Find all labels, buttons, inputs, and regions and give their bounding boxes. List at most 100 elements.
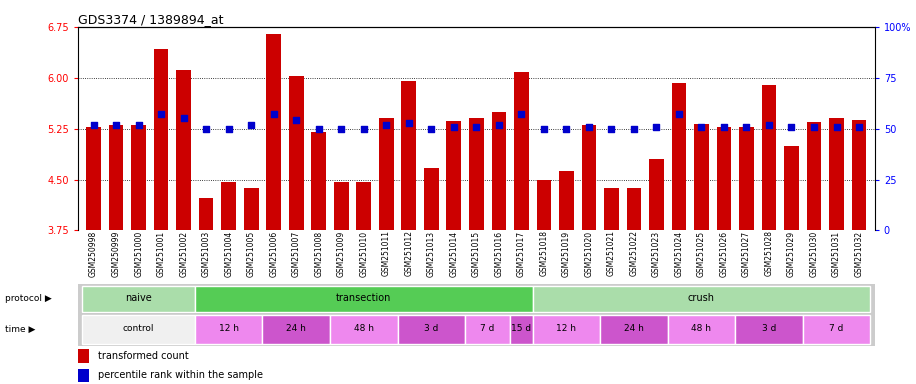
Point xyxy=(401,119,416,126)
Point xyxy=(627,126,641,132)
Bar xyxy=(109,125,124,230)
Bar xyxy=(154,49,169,230)
Bar xyxy=(195,286,532,311)
Bar xyxy=(532,286,870,311)
Point xyxy=(311,126,326,132)
Point xyxy=(446,124,461,130)
Bar xyxy=(244,188,258,230)
Point xyxy=(852,124,867,130)
Point xyxy=(109,121,124,127)
Bar xyxy=(559,171,573,230)
Point xyxy=(356,126,371,132)
Bar xyxy=(78,369,89,382)
Text: control: control xyxy=(123,324,155,333)
Bar xyxy=(398,314,465,344)
Point xyxy=(649,124,664,130)
Bar xyxy=(78,313,875,346)
Bar xyxy=(131,125,146,230)
Text: 3 d: 3 d xyxy=(424,324,439,333)
Text: crush: crush xyxy=(688,293,715,303)
Point xyxy=(559,126,573,132)
Bar xyxy=(424,168,439,230)
Bar xyxy=(649,159,664,230)
Point xyxy=(671,111,686,118)
Bar xyxy=(492,112,507,230)
Bar xyxy=(177,70,191,230)
Bar xyxy=(532,314,600,344)
Text: time ▶: time ▶ xyxy=(5,325,35,334)
Bar xyxy=(784,146,799,230)
Text: 3 d: 3 d xyxy=(762,324,776,333)
Text: 7 d: 7 d xyxy=(480,324,495,333)
Bar xyxy=(514,72,529,230)
Bar xyxy=(627,188,641,230)
Point xyxy=(86,121,101,127)
Bar xyxy=(802,314,870,344)
Point xyxy=(604,126,618,132)
Text: percentile rank within the sample: percentile rank within the sample xyxy=(98,370,263,381)
Point xyxy=(739,124,754,130)
Point xyxy=(784,124,799,130)
Point xyxy=(199,126,213,132)
Point xyxy=(131,121,146,127)
Bar xyxy=(716,127,731,230)
Bar xyxy=(600,314,668,344)
Bar xyxy=(762,84,776,230)
Text: 48 h: 48 h xyxy=(692,324,712,333)
Bar xyxy=(330,314,398,344)
Bar xyxy=(469,118,484,230)
Bar xyxy=(78,349,89,363)
Bar xyxy=(289,76,303,230)
Point xyxy=(469,124,484,130)
Point xyxy=(424,126,439,132)
Text: 15 d: 15 d xyxy=(511,324,531,333)
Text: transformed count: transformed count xyxy=(98,351,189,361)
Point xyxy=(694,124,709,130)
Text: 12 h: 12 h xyxy=(556,324,576,333)
Bar xyxy=(379,118,394,230)
Point xyxy=(514,111,529,118)
Point xyxy=(716,124,731,130)
Point xyxy=(761,121,776,127)
Point xyxy=(267,111,281,118)
Bar xyxy=(510,314,532,344)
Bar xyxy=(807,122,822,230)
Text: naive: naive xyxy=(125,293,152,303)
Bar xyxy=(604,188,618,230)
Bar xyxy=(78,284,875,313)
Point xyxy=(334,126,349,132)
Bar xyxy=(263,314,330,344)
Text: protocol ▶: protocol ▶ xyxy=(5,294,51,303)
Text: transection: transection xyxy=(336,293,391,303)
Bar xyxy=(736,314,802,344)
Bar xyxy=(199,198,213,230)
Bar xyxy=(465,314,510,344)
Bar xyxy=(267,34,281,230)
Point xyxy=(807,124,822,130)
Point xyxy=(289,118,303,124)
Bar xyxy=(311,132,326,230)
Bar xyxy=(334,182,349,230)
Point xyxy=(492,121,507,127)
Point xyxy=(379,121,394,127)
Bar xyxy=(852,121,867,230)
Point xyxy=(582,124,596,130)
Bar xyxy=(86,127,101,230)
Point xyxy=(154,111,169,118)
Bar xyxy=(537,180,551,230)
Point xyxy=(244,121,258,127)
Bar xyxy=(195,314,263,344)
Bar xyxy=(829,118,844,230)
Bar xyxy=(401,81,416,230)
Bar xyxy=(356,182,371,230)
Text: 7 d: 7 d xyxy=(829,324,844,333)
Bar xyxy=(82,314,195,344)
Point xyxy=(222,126,236,132)
Point xyxy=(177,115,191,121)
Bar xyxy=(222,182,236,230)
Text: 24 h: 24 h xyxy=(287,324,306,333)
Text: 24 h: 24 h xyxy=(624,324,644,333)
Bar xyxy=(582,125,596,230)
Bar xyxy=(694,124,709,230)
Bar xyxy=(446,121,461,230)
